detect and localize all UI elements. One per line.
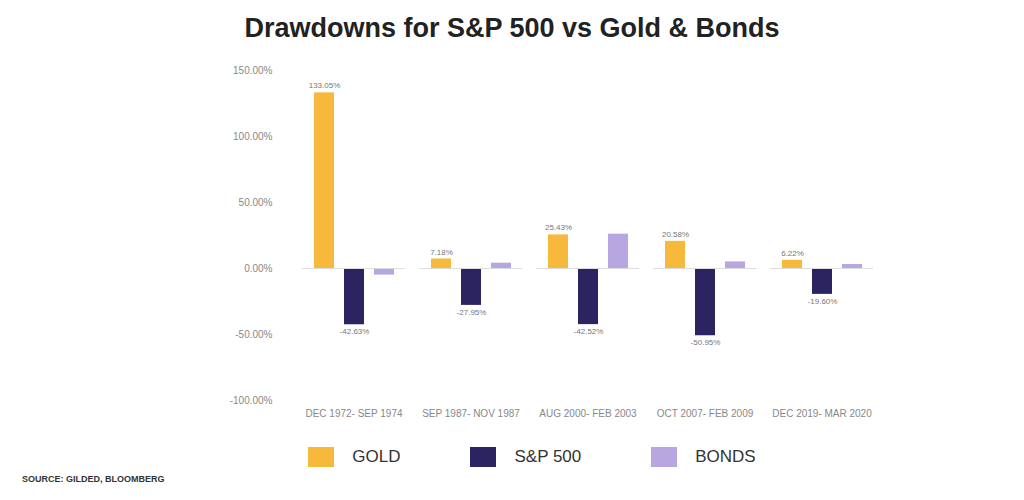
svg-text:133.05%: 133.05%	[309, 81, 341, 90]
svg-text:100.00%: 100.00%	[233, 131, 273, 142]
svg-text:DEC 2019- MAR 2020: DEC 2019- MAR 2020	[772, 408, 872, 419]
html-text:BONDS: BONDS	[695, 447, 756, 466]
svg-text:DEC 1972- SEP 1974: DEC 1972- SEP 1974	[305, 408, 403, 419]
html-text:SOURCE: GILDED, BLOOMBERG: SOURCE: GILDED, BLOOMBERG	[22, 474, 165, 484]
svg-text:-100.00%: -100.00%	[230, 395, 273, 406]
svg-text:-19.60%: -19.60%	[808, 297, 838, 306]
svg-text:-27.95%: -27.95%	[457, 308, 487, 317]
html-text:GOLD: GOLD	[352, 447, 401, 466]
svg-text:25.43%: 25.43%	[545, 223, 572, 232]
html-text:Drawdowns for S&P 500 vs Gold: Drawdowns for S&P 500 vs Gold & Bonds	[244, 13, 780, 43]
svg-text:0.00%: 0.00%	[244, 263, 272, 274]
svg-text:-50.00%: -50.00%	[235, 329, 272, 340]
svg-text:20.58%: 20.58%	[662, 230, 689, 239]
svg-text:6.22%: 6.22%	[781, 249, 804, 258]
svg-text:-50.95%: -50.95%	[691, 338, 721, 347]
html-text:S&P 500: S&P 500	[514, 447, 582, 466]
svg-text:-42.63%: -42.63%	[340, 327, 370, 336]
svg-text:SEP 1987- NOV 1987: SEP 1987- NOV 1987	[422, 408, 520, 419]
svg-text:7.18%: 7.18%	[430, 248, 453, 257]
svg-text:50.00%: 50.00%	[239, 197, 273, 208]
svg-text:150.00%: 150.00%	[233, 65, 273, 76]
svg-text:-42.52%: -42.52%	[574, 327, 604, 336]
svg-text:AUG 2000- FEB 2003: AUG 2000- FEB 2003	[539, 408, 637, 419]
svg-text:OCT 2007- FEB 2009: OCT 2007- FEB 2009	[657, 408, 754, 419]
